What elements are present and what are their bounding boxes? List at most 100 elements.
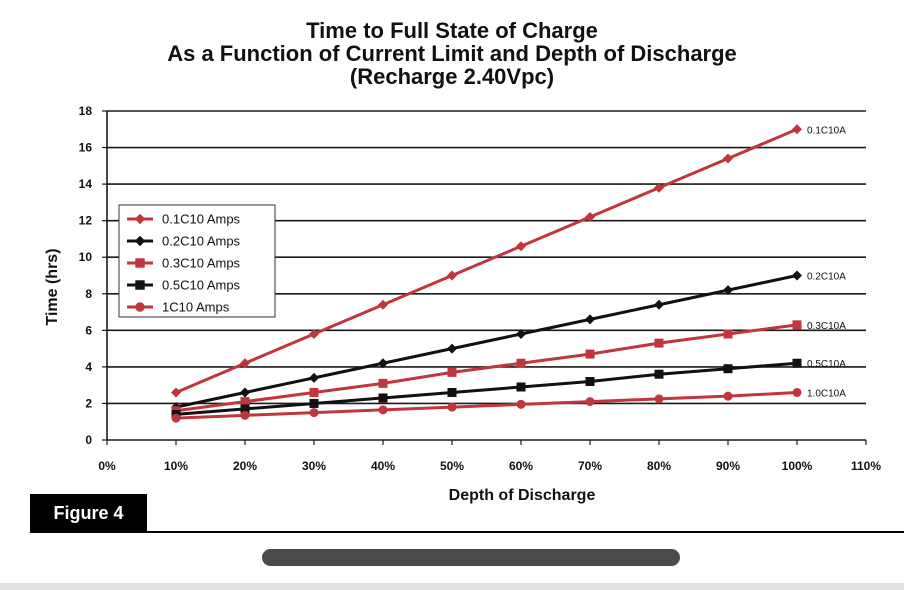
series-end-label-1: 0.2C10A	[807, 272, 846, 283]
series-3-point-50	[447, 387, 457, 397]
y-tick-label-4: 4	[85, 360, 92, 374]
series-markers	[171, 124, 802, 423]
legend-marker-0	[134, 213, 146, 225]
series-3-point-80	[654, 369, 664, 379]
series-4-point-90	[723, 391, 733, 401]
series-2-point-60	[516, 358, 526, 368]
x-tick-label-110: 110%	[851, 459, 881, 473]
series-line-4	[175, 390, 798, 420]
y-tick-label-8: 8	[85, 287, 92, 301]
series-1-point-60	[516, 328, 526, 339]
series-3-point-20	[240, 404, 250, 414]
x-tick-label-40: 40%	[371, 459, 395, 473]
series-line-1	[175, 274, 798, 409]
y-tick-label-6: 6	[85, 323, 92, 337]
series-4-point-30	[309, 408, 319, 418]
series-end-label-0: 0.1C10A	[807, 125, 846, 136]
x-tick-label-80: 80%	[647, 459, 671, 473]
series-2-point-90	[723, 329, 733, 339]
series-end-label-4: 1.0C10A	[807, 388, 846, 399]
series-1-point-80	[654, 299, 664, 310]
y-tick-label-14: 14	[79, 177, 93, 191]
legend-item-4: 1C10 Amps	[162, 300, 230, 315]
y-tick-labels: 0 2 4 6 8 10 12 14 16 18	[79, 104, 93, 447]
series-line-0	[175, 127, 798, 394]
y-tick-label-12: 12	[79, 214, 93, 228]
y-tick-label-10: 10	[79, 250, 93, 264]
series-2-point-40	[378, 378, 388, 388]
axes	[102, 110, 867, 445]
series-line-2	[175, 323, 798, 413]
legend-item-2: 0.3C10 Amps	[162, 256, 241, 271]
series-2-point-70	[585, 349, 595, 359]
chart-title-line-1: Time to Full State of Charge	[306, 18, 598, 43]
series-4-point-100	[792, 387, 802, 397]
series-1-point-70	[585, 314, 595, 325]
legend-marker-1	[134, 235, 146, 247]
series-2-point-80	[654, 338, 664, 348]
x-tick-label-10: 10%	[164, 459, 188, 473]
series-1-point-90	[723, 285, 733, 296]
x-tick-label-100: 100%	[782, 459, 813, 473]
series-0-point-60	[516, 241, 526, 252]
series-line-3	[175, 361, 798, 416]
series-end-labels: 0.1C10A 0.2C10A 0.3C10A 0.5C10A 1.0C10A	[807, 125, 846, 399]
series-0-point-100	[792, 124, 802, 135]
series-1-point-40	[378, 358, 388, 369]
series-2-point-100	[792, 320, 802, 330]
series-4-point-20	[240, 410, 250, 420]
series-end-label-3: 0.5C10A	[807, 359, 846, 370]
series-4-point-70	[585, 397, 595, 407]
series-3-point-30	[309, 398, 319, 408]
series-3-point-40	[378, 393, 388, 403]
series-1-point-30	[309, 372, 319, 383]
chart-title-line-2: As a Function of Current Limit and Depth…	[167, 41, 737, 66]
series-4-point-50	[447, 402, 457, 412]
series-4-point-60	[516, 399, 526, 409]
y-tick-label-18: 18	[79, 104, 93, 118]
series-0-point-90	[723, 153, 733, 164]
legend-marker-4	[135, 302, 145, 312]
chart-title-line-3: (Recharge 2.40Vpc)	[350, 64, 554, 89]
series-0-point-40	[378, 299, 388, 310]
legend-item-3: 0.5C10 Amps	[162, 278, 241, 293]
x-tick-label-70: 70%	[578, 459, 602, 473]
series-1-point-100	[792, 270, 802, 281]
x-tick-label-90: 90%	[716, 459, 740, 473]
series-0-point-20	[240, 358, 250, 369]
x-tick-label-50: 50%	[440, 459, 464, 473]
y-tick-label-2: 2	[85, 396, 92, 410]
horizontal-scrollbar[interactable]	[262, 549, 680, 566]
figure-label: Figure 4	[30, 494, 147, 532]
series-2-point-20	[240, 397, 250, 407]
series-0-point-50	[447, 270, 457, 281]
x-tick-label-0: 0%	[98, 459, 116, 473]
series-1-point-20	[240, 387, 250, 398]
series-4-point-80	[654, 394, 664, 404]
x-tick-label-30: 30%	[302, 459, 326, 473]
series-3-point-60	[516, 382, 526, 392]
legend-item-0: 0.1C10 Amps	[162, 212, 241, 227]
series-0-point-10	[171, 387, 181, 398]
y-tick-label-0: 0	[85, 433, 92, 447]
series-2-point-50	[447, 367, 457, 377]
legend-item-1: 0.2C10 Amps	[162, 234, 241, 249]
series-3-point-90	[723, 364, 733, 374]
series-4-point-40	[378, 405, 388, 415]
series-lines	[175, 127, 798, 420]
legend-marker-2	[135, 258, 145, 268]
y-axis-title: Time (hrs)	[44, 248, 61, 325]
series-3-point-100	[792, 358, 802, 368]
series-3-point-70	[585, 377, 595, 387]
x-tick-label-20: 20%	[233, 459, 257, 473]
series-4-point-10	[171, 413, 181, 423]
figure-rule	[30, 531, 904, 533]
y-tick-label-16: 16	[79, 141, 93, 155]
legend: 0.1C10 Amps 0.2C10 Amps 0.3C10 Amps 0.5C10 …	[118, 204, 276, 318]
series-1-point-50	[447, 343, 457, 354]
series-0-point-80	[654, 182, 664, 193]
legend-box	[118, 204, 276, 318]
x-tick-labels: 0% 10% 20% 30% 40% 50% 60% 70% 80% 90% 100% 110%	[98, 459, 881, 473]
series-2-point-30	[309, 387, 319, 397]
